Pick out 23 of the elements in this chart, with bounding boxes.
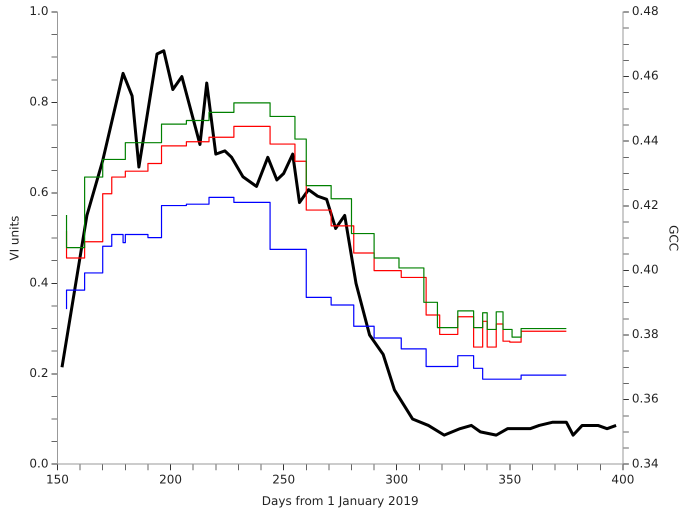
y2-axis-title: GCC <box>666 225 681 252</box>
y2-tick-label: 0.40 <box>632 262 659 277</box>
y-tick-label: 1.0 <box>29 4 48 18</box>
y2-tick-label: 0.44 <box>632 133 659 148</box>
y2-tick-label: 0.34 <box>632 456 659 470</box>
y2-tick-label: 0.48 <box>632 4 659 18</box>
y-axis-title: VI units <box>7 216 22 261</box>
x-tick-label: 400 <box>611 472 634 487</box>
y2-tick-label: 0.46 <box>632 68 659 83</box>
x-tick-label: 150 <box>46 472 69 487</box>
y2-tick-label: 0.38 <box>632 327 659 342</box>
x-tick-label: 350 <box>498 472 522 487</box>
y2-tick-label: 0.42 <box>632 198 659 212</box>
y-tick-label: 0.6 <box>29 185 48 200</box>
y-tick-label: 0.8 <box>29 94 48 109</box>
y2-tick-label: 0.36 <box>632 392 659 406</box>
y-tick-label: 0.0 <box>29 456 48 470</box>
x-tick-label: 200 <box>159 472 182 487</box>
x-tick-label: 250 <box>272 472 296 487</box>
y-tick-label: 0.4 <box>29 275 48 290</box>
y-tick-label: 0.2 <box>29 366 48 380</box>
x-tick-label: 300 <box>385 472 408 487</box>
x-axis-title: Days from 1 January 2019 <box>262 494 419 508</box>
